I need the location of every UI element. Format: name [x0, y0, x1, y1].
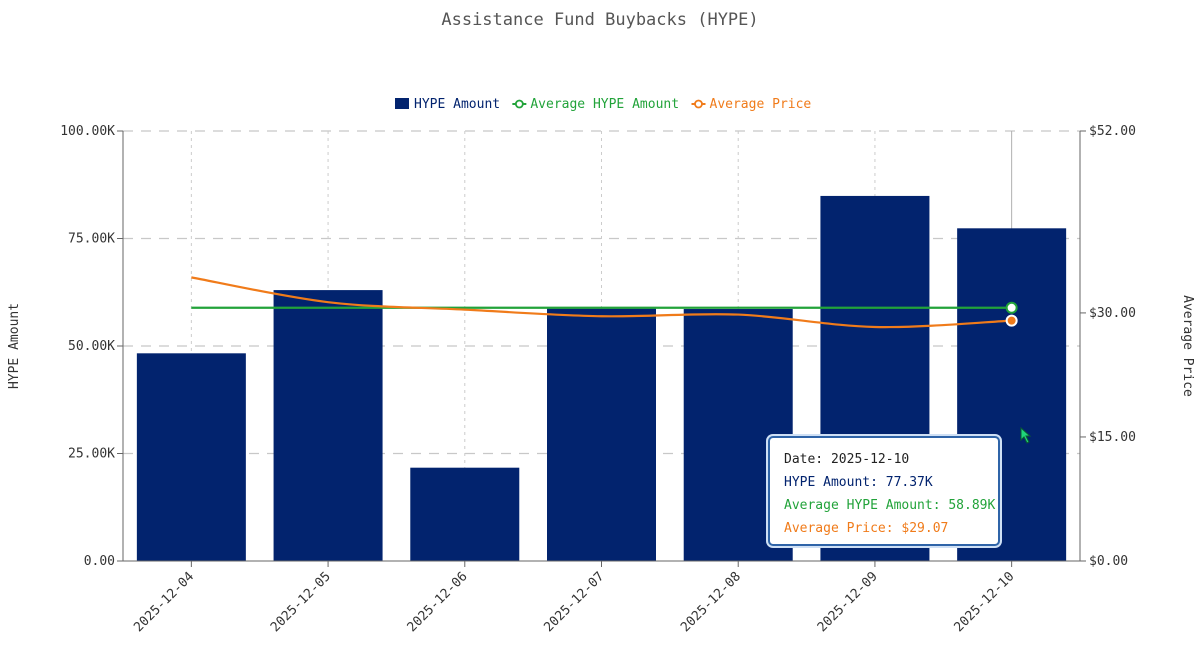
bar-2025-12-04: [136, 353, 246, 561]
y2-tick-label: $52.00: [1089, 124, 1136, 139]
legend-label: Average Price: [710, 97, 812, 112]
x-tick-label: 2025-12-04: [131, 569, 197, 635]
bar-2025-12-05: [273, 290, 383, 561]
y2-tick-label: $0.00: [1089, 554, 1128, 569]
y-tick-label: 75.00K: [68, 232, 115, 247]
mouse-cursor-icon: [1020, 427, 1032, 444]
x-tick-label: 2025-12-10: [952, 569, 1018, 635]
x-tick-label: 2025-12-05: [268, 569, 334, 635]
y2-tick-label: $30.00: [1089, 306, 1136, 321]
x-tick-label: 2025-12-06: [405, 569, 471, 635]
x-tick-label: 2025-12-09: [815, 569, 881, 635]
legend-label: HYPE Amount: [414, 97, 500, 112]
tooltip: Date: 2025-12-10 HYPE Amount: 77.37K Ave…: [768, 436, 1000, 546]
x-tick-label: 2025-12-07: [541, 569, 607, 635]
y2-tick-label: $15.00: [1089, 430, 1136, 445]
bar-2025-12-06: [410, 467, 520, 561]
legend-swatch-marker: [694, 99, 703, 109]
x-tick-label: 2025-12-08: [678, 569, 744, 635]
tooltip-hype-amount: HYPE Amount: 77.37K: [784, 475, 933, 490]
tooltip-date: Date: 2025-12-10: [784, 452, 910, 467]
y-tick-label: 50.00K: [68, 339, 115, 354]
y-tick-label: 25.00K: [68, 447, 115, 462]
point-average-hype-amount: [1005, 301, 1018, 314]
tooltip-average-hype-amount: Average HYPE Amount: 58.89K: [784, 498, 996, 513]
legend-label: Average HYPE Amount: [530, 97, 679, 112]
y-axis-title: HYPE Amount: [7, 303, 22, 389]
point-average-price: [1005, 314, 1018, 327]
y-tick-label: 100.00K: [60, 124, 115, 139]
legend-swatch-bar: [395, 98, 409, 109]
y2-axis-title: Average Price: [1180, 295, 1195, 397]
series-line-average-price: [191, 276, 1012, 329]
bar-2025-12-07: [547, 308, 656, 561]
chart-title: Assistance Fund Buybacks (HYPE): [441, 10, 758, 30]
legend: HYPE Amount Average HYPE Amount Average Pr…: [395, 97, 811, 112]
legend-swatch-marker: [514, 99, 524, 109]
y-tick-label: 0.00: [84, 554, 115, 569]
tooltip-average-price: Average Price: $29.07: [784, 521, 949, 536]
